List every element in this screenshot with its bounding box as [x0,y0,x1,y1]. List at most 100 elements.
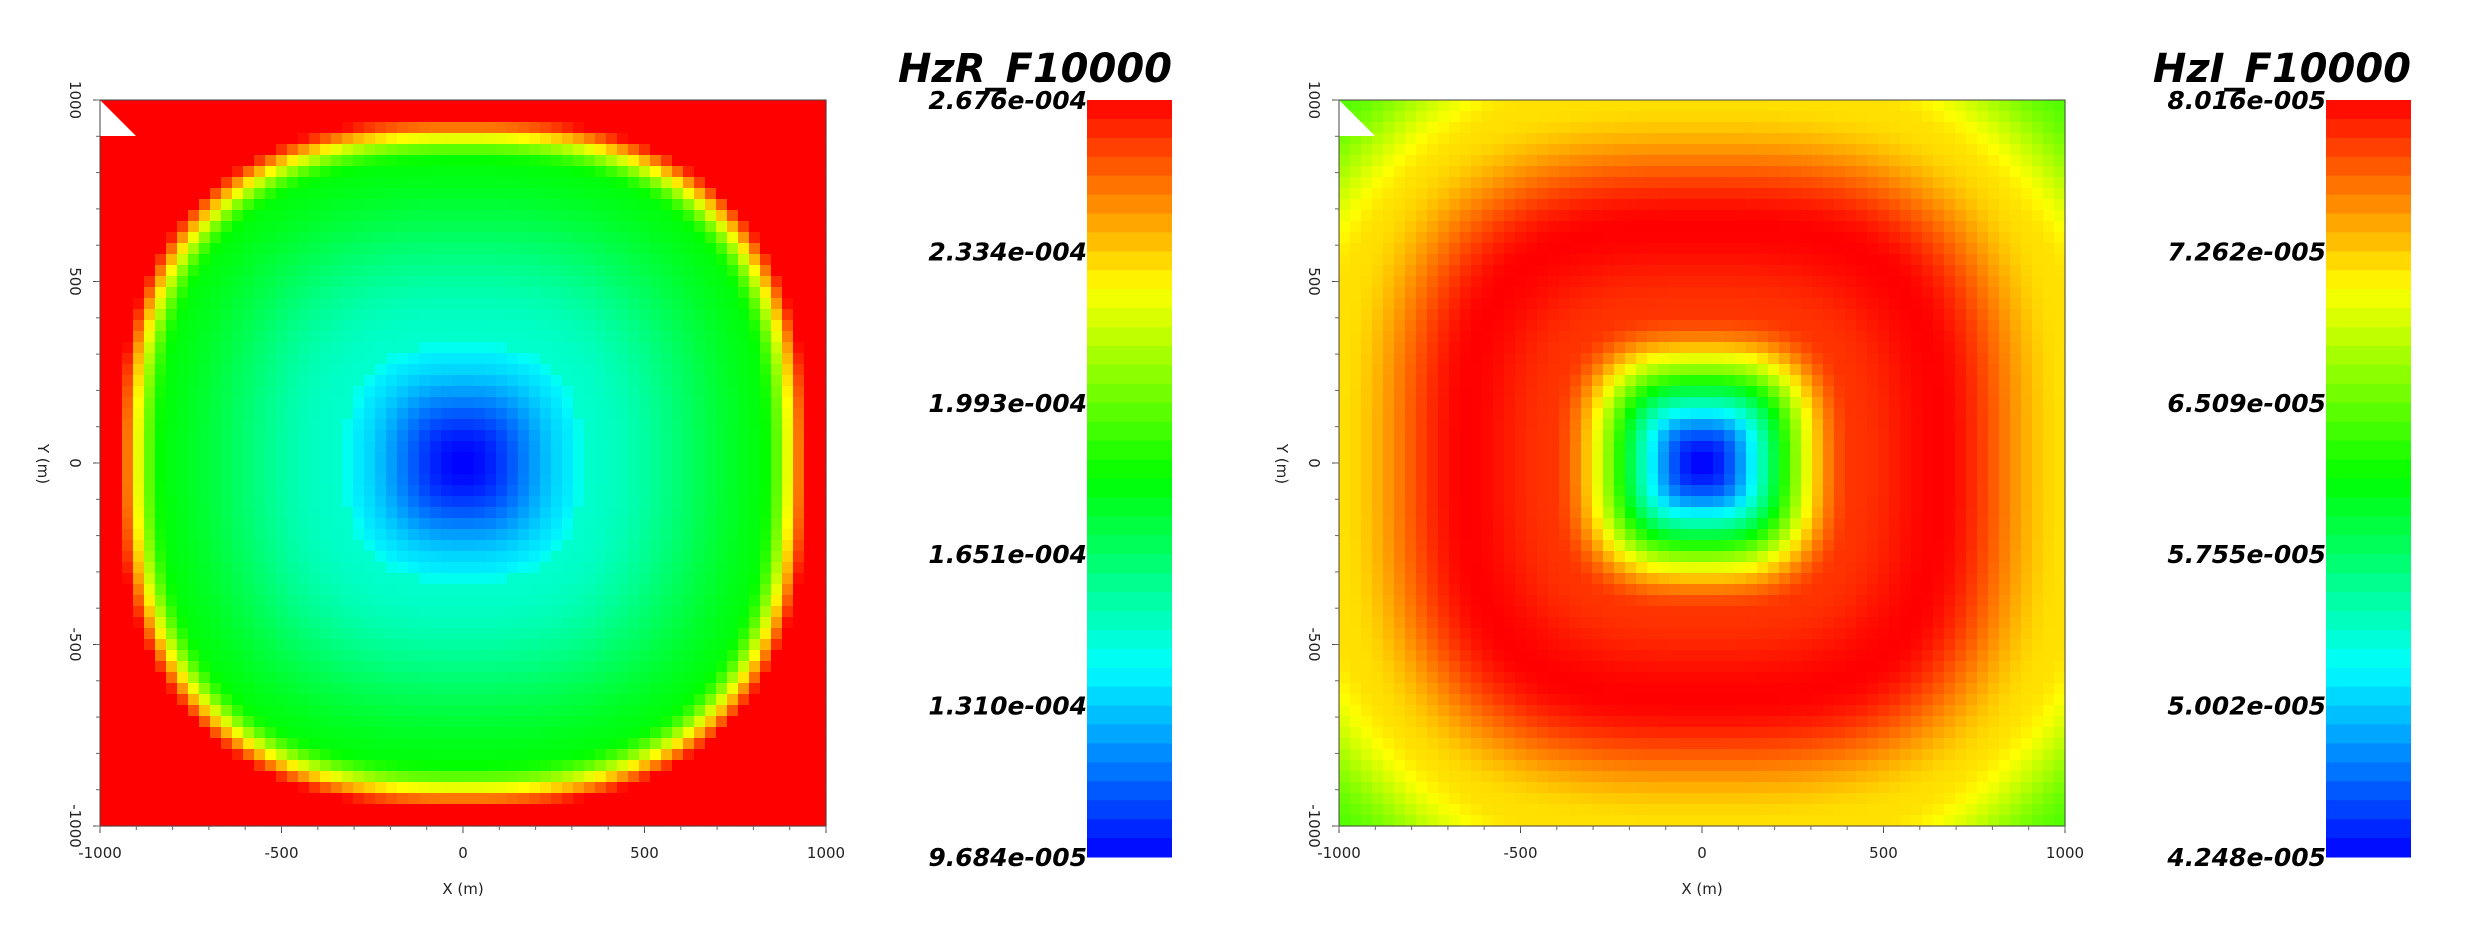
hzr-heat-cell [353,672,365,684]
hzr-heat-cell [485,265,497,277]
hzr-heat-cell [441,650,453,662]
hzr-heat-cell [353,760,365,772]
hzr-heat-cell [320,364,332,376]
hzr-heat-cell [628,254,640,266]
hzr-heat-cell [287,507,299,519]
hzi-heat-cell [1779,122,1791,134]
hzr-heat-cell [617,452,629,464]
hzr-heat-cell [639,397,651,409]
hzr-heat-cell [705,133,717,145]
hzr-heat-cell [254,683,266,695]
hzr-heat-cell [419,628,431,640]
hzr-heat-cell [595,749,607,761]
hzr-heat-cell [375,804,387,816]
hzr-heat-cell [342,452,354,464]
hzr-heat-cell [265,452,277,464]
hzr-heat-cell [628,749,640,761]
hzr-heat-cell [441,617,453,629]
hzi-heat-cell [1482,155,1494,167]
hzr-heat-cell [749,100,761,112]
hzr-heat-cell [419,793,431,805]
hzi-heat-cell [1801,122,1813,134]
hzr-heat-cell [727,122,739,134]
hzr-heat-cell [639,573,651,585]
hzr-heat-cell [287,584,299,596]
hzr-heat-cell [320,309,332,321]
hzr-heat-cell [111,441,123,453]
hzr-heat-cell [210,155,222,167]
hzr-heat-cell [375,639,387,651]
hzr-heat-cell [595,155,607,167]
hzr-heat-cell [661,573,673,585]
hzr-heat-cell [386,144,398,156]
hzi-heat-cell [1713,166,1725,178]
hzr-heat-cell [760,309,772,321]
hzr-heat-cell [397,320,409,332]
hzi-heat-cell [1493,111,1505,123]
hzr-heat-cell [485,617,497,629]
hzr-heat-cell [683,661,695,673]
hzr-heat-cell [716,507,728,519]
hzr-heat-cell [694,221,706,233]
hzr-heat-cell [804,243,816,255]
hzr-heat-cell [782,705,794,717]
hzi-heat-cell [1515,133,1527,145]
hzr-heat-cell [166,155,178,167]
hzr-heat-cell [100,573,112,585]
hzr-heat-cell [243,397,255,409]
hzr-heat-cell [650,617,662,629]
hzr-heat-cell [430,518,442,530]
hzi-heat-cell [1669,144,1681,156]
hzr-heat-cell [606,672,618,684]
hzr-heat-cell [804,166,816,178]
hzr-heat-cell [474,364,486,376]
hzr-heat-cell [727,540,739,552]
hzr-heat-cell [397,386,409,398]
hzi-heat-cell [1647,155,1659,167]
hzr-heat-cell [672,474,684,486]
hzr-heat-cell [683,485,695,497]
hzr-heat-cell [232,760,244,772]
hzr-heat-cell [342,782,354,794]
hzr-heat-cell [342,595,354,607]
hzr-heat-cell [177,485,189,497]
hzr-heat-cell [639,419,651,431]
hzi-heat-cell [1779,144,1791,156]
hzr-heat-cell [771,584,783,596]
hzr-heat-cell [155,771,167,783]
hzr-heat-cell [496,298,508,310]
hzr-heat-cell [771,375,783,387]
hzr-heat-cell [364,804,376,816]
hzi-heat-cell [1394,111,1406,123]
hzr-heat-cell [397,573,409,585]
hzi-heat-cell [1383,111,1395,123]
hzr-heat-cell [166,650,178,662]
hzr-heat-cell [639,111,651,123]
hzr-heat-cell [815,243,827,255]
hzr-heat-cell [397,507,409,519]
hzr-heat-cell [606,221,618,233]
hzr-heat-cell [650,122,662,134]
hzr-heat-cell [463,683,475,695]
hzr-heat-cell [452,518,464,530]
hzr-heat-cell [793,804,805,816]
hzr-heat-cell [452,419,464,431]
hzr-heat-cell [144,188,156,200]
hzr-heat-cell [276,100,288,112]
hzr-heat-cell [155,716,167,728]
hzr-heat-cell [430,573,442,585]
hzr-heat-cell [331,595,343,607]
hzr-heat-cell [606,474,618,486]
hzr-heat-cell [474,694,486,706]
hzr-heat-cell [595,298,607,310]
hzi-heat-cell [1636,111,1648,123]
hzr-heat-cell [595,650,607,662]
hzr-heat-cell [727,628,739,640]
hzr-heat-cell [496,496,508,508]
hzr-heat-cell [507,760,519,772]
hzr-heat-cell [221,375,233,387]
hzr-heat-cell [309,485,321,497]
hzr-heat-cell [408,100,420,112]
hzr-heat-cell [188,573,200,585]
hzr-heat-cell [320,375,332,387]
